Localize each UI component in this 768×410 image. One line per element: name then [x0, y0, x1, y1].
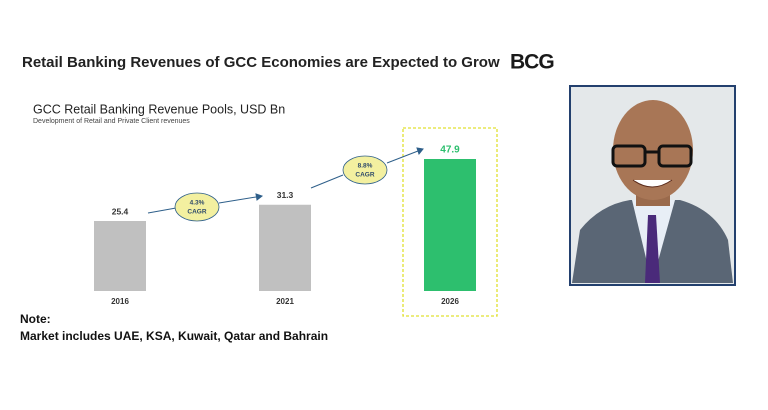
arrows [147, 147, 424, 214]
brand-logo: BCG [510, 51, 554, 74]
note-title: Note: [20, 312, 51, 326]
cagr-label: CAGR [355, 172, 374, 179]
cagr-label: CAGR [187, 209, 206, 216]
cagr-bubble [342, 155, 388, 185]
caption: Development of Retail and Private Client… [33, 118, 190, 125]
bar [259, 204, 311, 291]
x-tick-label: 2021 [276, 297, 294, 306]
cagr-label: 4.3% [190, 200, 205, 207]
bar [424, 159, 476, 291]
x-tick-label: 2016 [111, 297, 129, 306]
x-tick-label: 2026 [441, 297, 459, 306]
note: Market includes UAE, KSA, Kuwait, Qatar … [20, 329, 328, 343]
value-label: 31.3 [277, 190, 294, 200]
value-label: 25.4 [112, 206, 129, 216]
value-label: 47.9 [440, 145, 460, 156]
cagr-label: 8.8% [358, 163, 373, 170]
title: Retail Banking Revenues of GCC Economies… [22, 54, 500, 71]
photo [569, 85, 736, 286]
cagr-bubble [174, 192, 220, 222]
bar [94, 221, 146, 291]
subtitle: GCC Retail Banking Revenue Pools, USD Bn [33, 102, 285, 116]
highlight-box [402, 127, 498, 317]
